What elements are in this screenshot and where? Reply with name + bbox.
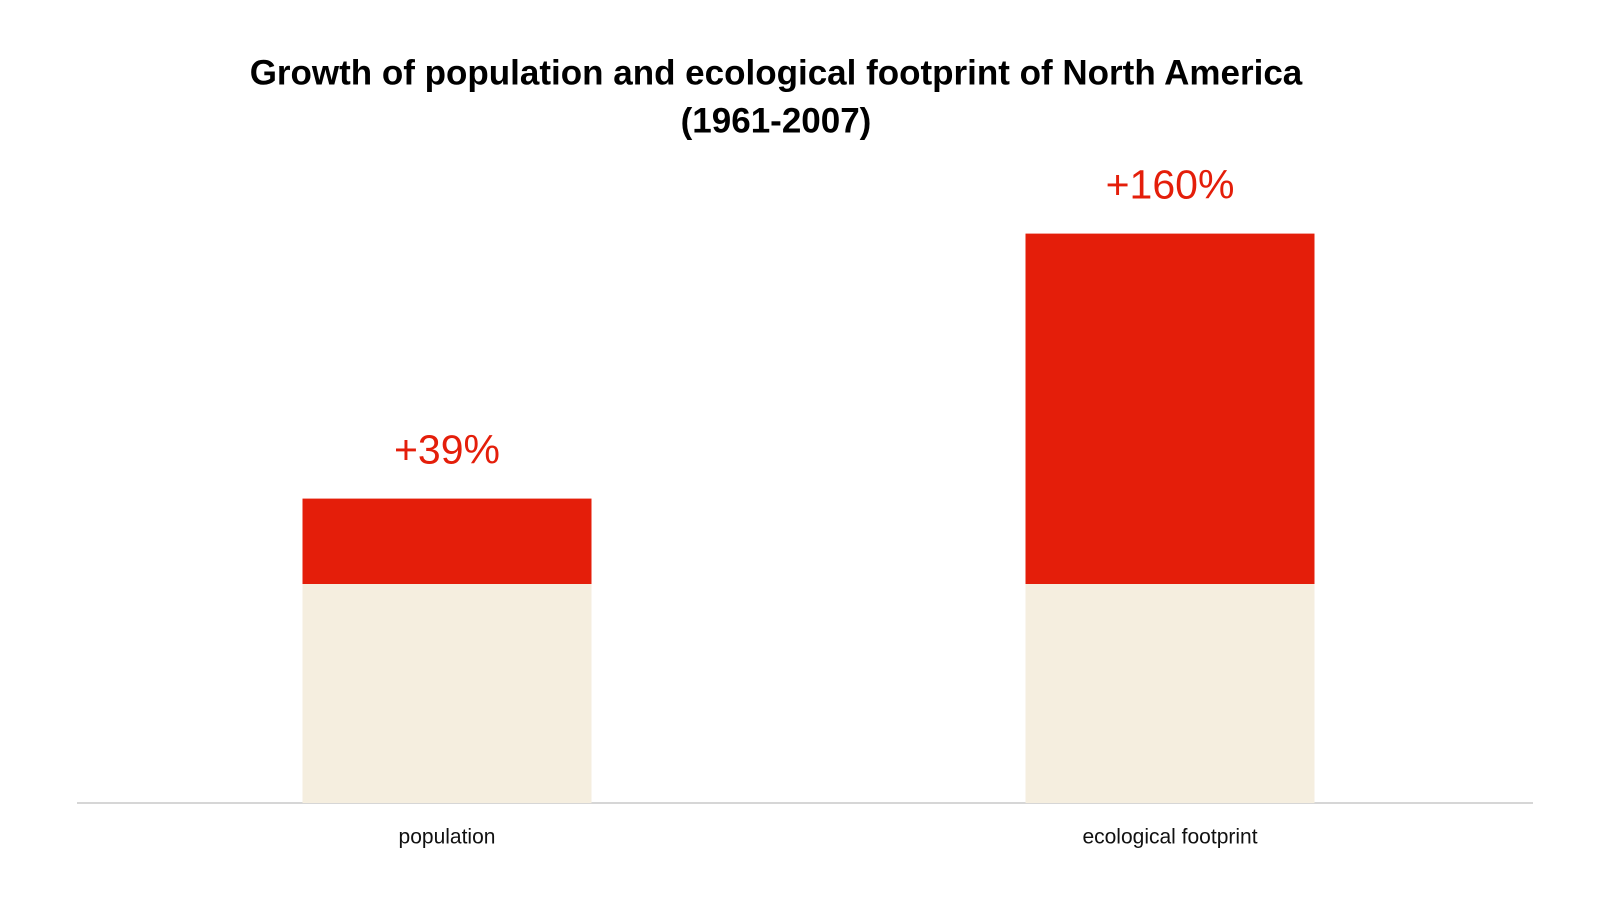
bar-segment <box>1025 233 1315 584</box>
bar-segment <box>302 584 592 803</box>
x-tick-label: population <box>399 826 496 849</box>
x-tick-label: ecological footprint <box>1082 826 1257 849</box>
bar-segment <box>1025 584 1315 803</box>
value-label: +160% <box>1106 161 1235 207</box>
bar-segment <box>302 498 592 584</box>
chart-title: Growth of population and ecological foot… <box>250 53 1303 92</box>
value-label: +39% <box>394 426 500 472</box>
chart-title: (1961-2007) <box>681 101 872 140</box>
